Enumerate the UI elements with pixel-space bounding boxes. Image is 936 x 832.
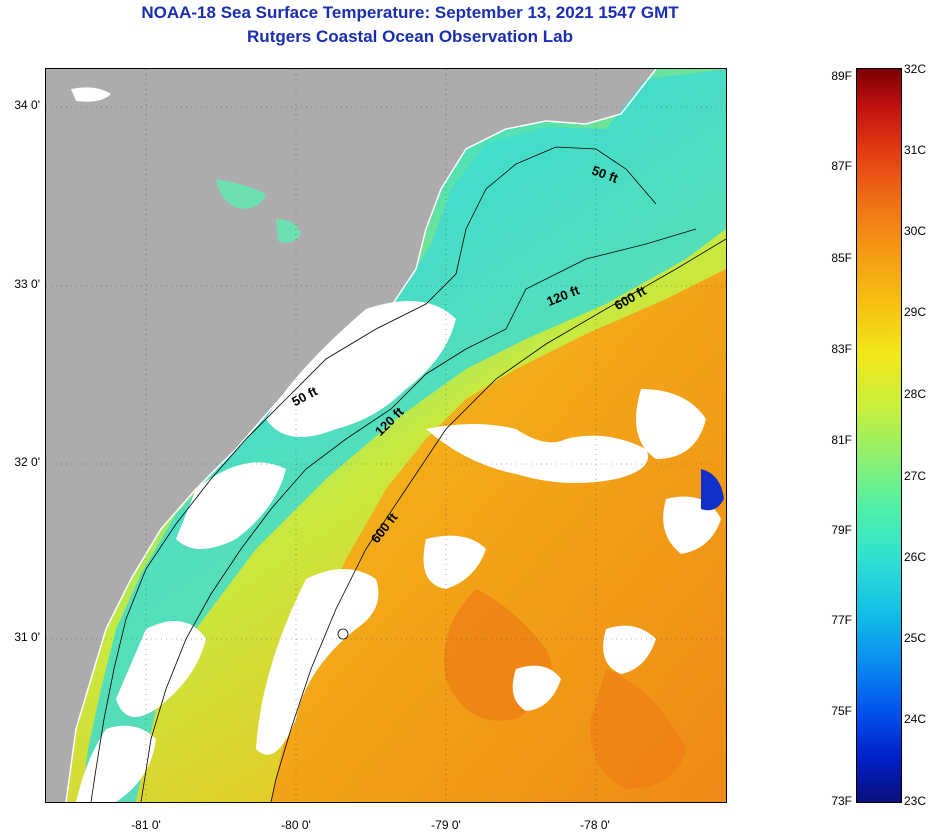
lat-label-33: 33 0' — [14, 277, 40, 291]
map-subtitle: Rutgers Coastal Ocean Observation Lab — [247, 27, 573, 46]
lat-label-31: 31 0' — [14, 630, 40, 644]
isobath-50ft — [90, 146, 657, 802]
colorbar-c-30: 30C — [904, 224, 927, 238]
cloud-patch — [176, 462, 286, 549]
lon-label-79: -79 0' — [431, 818, 461, 832]
colorbar-c-32: 32C — [904, 62, 927, 76]
colorbar-f-81: 81F — [831, 433, 852, 447]
colorbar-c-27: 27C — [904, 469, 927, 483]
lat-lon-grid — [46, 69, 726, 802]
cloud-patch — [426, 424, 648, 483]
very-warm-patch-2 — [590, 669, 686, 789]
colorbar-f-89: 89F — [831, 69, 852, 83]
colorbar-c-26: 26C — [904, 550, 927, 564]
cloud-patch — [512, 665, 561, 711]
lon-label-78: -78 0' — [580, 818, 610, 832]
inland-patch — [276, 219, 301, 243]
cloud-patch — [423, 535, 486, 589]
colorbar-c-29: 29C — [904, 305, 927, 319]
colorbar-f-73: 73F — [831, 794, 852, 808]
small-contour-ring — [337, 628, 349, 640]
coastline — [65, 69, 657, 802]
colorbar-f-77: 77F — [831, 613, 852, 627]
cloud-patch — [636, 389, 706, 459]
lat-label-34: 34 0' — [14, 98, 40, 112]
sst-map-graphic: 50 ft 120 ft 600 ft 50 ft 120 ft 600 ft — [46, 69, 726, 802]
cloud-patch — [266, 301, 456, 437]
isobath-600ft — [270, 238, 726, 802]
cloud-patch — [663, 496, 721, 554]
colorbar-c-25: 25C — [904, 631, 927, 645]
temperature-colorbar — [856, 68, 902, 803]
cloud-patch — [76, 725, 156, 802]
colorbar-c-31: 31C — [904, 143, 927, 157]
isobath-120ft — [140, 228, 697, 802]
inland-patch — [216, 179, 266, 209]
colorbar-f-75: 75F — [831, 704, 852, 718]
colorbar-c-28: 28C — [904, 387, 927, 401]
cool-nearshore-band — [81, 69, 726, 802]
colorbar-c-24: 24C — [904, 712, 927, 726]
lon-label-80: -80 0' — [281, 818, 311, 832]
cloud-patch — [603, 625, 656, 674]
lat-label-32: 32 0' — [14, 455, 40, 469]
sst-map[interactable]: 50 ft 120 ft 600 ft 50 ft 120 ft 600 ft — [45, 68, 727, 803]
map-title: NOAA-18 Sea Surface Temperature: Septemb… — [141, 3, 679, 22]
colorbar-f-79: 79F — [831, 523, 852, 537]
colorbar-f-83: 83F — [831, 342, 852, 356]
cloud-patch — [256, 569, 379, 755]
colorbar-f-87: 87F — [831, 159, 852, 173]
colorbar-f-85: 85F — [831, 251, 852, 265]
lon-label-81: -81 0' — [131, 818, 161, 832]
cold-spot — [701, 469, 724, 511]
inland-patch — [71, 87, 111, 102]
colorbar-c-23: 23C — [904, 794, 927, 808]
